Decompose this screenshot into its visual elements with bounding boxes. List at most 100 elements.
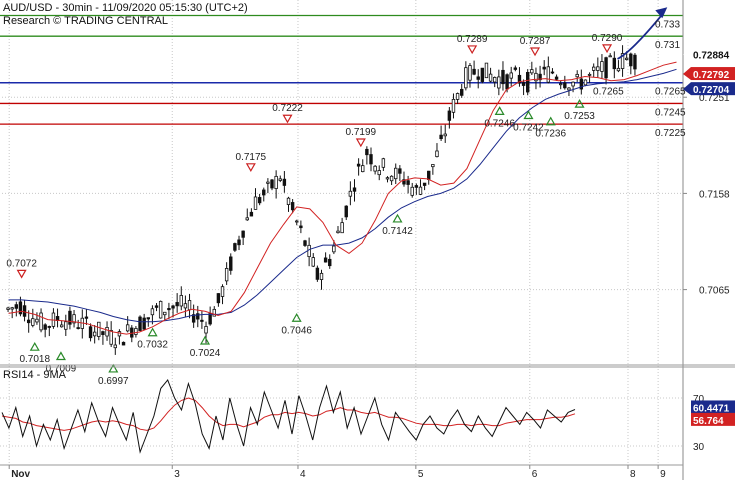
level-label-support: 0.7225 bbox=[655, 128, 686, 139]
candle-body bbox=[612, 57, 617, 70]
candle-body bbox=[620, 53, 625, 69]
candle-body bbox=[266, 181, 270, 184]
candle-body bbox=[14, 304, 19, 309]
candle-body bbox=[282, 178, 287, 186]
candle-body bbox=[505, 74, 509, 90]
candle-body bbox=[154, 305, 159, 308]
candle-body bbox=[270, 179, 274, 189]
annotation-label: 0.7018 bbox=[19, 354, 50, 365]
candle-body bbox=[604, 57, 608, 79]
current-price-badge-pointer-icon bbox=[683, 47, 691, 61]
candle-body bbox=[344, 205, 348, 218]
annotation-label: 0.7142 bbox=[382, 226, 413, 237]
price-tick-label: 0.7251 bbox=[699, 93, 730, 104]
annotation-label: 0.7222 bbox=[272, 103, 303, 114]
candle-body bbox=[526, 72, 530, 93]
candle-body bbox=[389, 175, 394, 182]
candle-body bbox=[134, 328, 138, 335]
time-tick-label: 4 bbox=[300, 469, 306, 480]
price-axis: 0.7065 0.7158 0.7251 0.72884 0.72792 0.72704 bbox=[683, 47, 735, 297]
ma_slow-badge: 0.72704 bbox=[693, 85, 730, 96]
candle-body bbox=[224, 268, 229, 282]
candle-body bbox=[385, 177, 390, 180]
candle-body bbox=[307, 244, 311, 258]
candle-body bbox=[64, 321, 68, 330]
candle-body bbox=[571, 81, 575, 87]
ma-fast-line bbox=[8, 61, 677, 335]
candle-body bbox=[299, 225, 303, 229]
rsi-tick-label: 70 bbox=[693, 394, 705, 405]
level-label-resistance: 0.731 bbox=[655, 40, 680, 51]
candle-body bbox=[171, 305, 175, 309]
support-marker-icon bbox=[199, 335, 211, 345]
candle-body bbox=[39, 312, 43, 331]
annotation-label: 0.7199 bbox=[346, 127, 377, 138]
candle-body bbox=[418, 186, 423, 195]
candle-body bbox=[92, 331, 97, 337]
candle-body bbox=[521, 82, 526, 86]
rsi-tick-label: 30 bbox=[693, 442, 705, 453]
candle-body bbox=[84, 316, 89, 319]
candle-body bbox=[410, 186, 414, 196]
annotation-label: 0.7236 bbox=[535, 129, 566, 140]
support-marker-icon bbox=[523, 110, 534, 120]
candle-body bbox=[315, 267, 320, 280]
chart-source: Research © TRADING CENTRAL bbox=[3, 15, 168, 27]
annotation-label: 0.7242 bbox=[513, 123, 544, 134]
time-tick-label: 9 bbox=[660, 469, 666, 480]
ma_fast-badge: 0.72792 bbox=[693, 70, 730, 81]
candle-body bbox=[105, 327, 109, 337]
horizontal-levels bbox=[0, 14, 683, 125]
level-label-support: 0.7245 bbox=[655, 107, 686, 118]
candle-body bbox=[567, 87, 571, 91]
ma_slow-badge-pointer-icon bbox=[683, 82, 691, 96]
candle-body bbox=[286, 197, 291, 205]
candle-body bbox=[35, 318, 39, 323]
support-marker-icon bbox=[291, 313, 302, 322]
resistance-marker-icon bbox=[467, 45, 478, 55]
annotation-label: 0.7287 bbox=[520, 36, 551, 47]
resistance-marker-icon bbox=[16, 269, 27, 279]
candle-body bbox=[587, 73, 592, 76]
candle-body bbox=[22, 305, 27, 317]
candle-body bbox=[163, 311, 167, 316]
candle-body bbox=[616, 67, 621, 72]
ma_slow-badge-bg bbox=[691, 82, 735, 96]
candle-body bbox=[204, 326, 208, 334]
candle-body bbox=[414, 185, 419, 188]
time-tick-label: 3 bbox=[174, 469, 180, 480]
candle-body bbox=[455, 93, 460, 100]
candle-body bbox=[583, 79, 588, 86]
candle-body bbox=[464, 67, 468, 89]
candle-body bbox=[101, 331, 105, 336]
candle-body bbox=[18, 301, 23, 315]
candle-body bbox=[431, 164, 435, 168]
candle-body bbox=[257, 197, 262, 204]
candle-body bbox=[249, 211, 254, 217]
candle-body bbox=[435, 150, 439, 158]
support-marker-icon bbox=[392, 213, 403, 223]
candle-body bbox=[138, 316, 142, 331]
support-marker-icon bbox=[574, 98, 585, 108]
candle-body bbox=[336, 230, 340, 234]
candle-body bbox=[600, 61, 604, 72]
candle-body bbox=[233, 243, 237, 251]
annotation-label: 0.7032 bbox=[137, 340, 168, 351]
rsi-value-badge-bg bbox=[691, 400, 735, 414]
candle-body bbox=[484, 62, 489, 79]
candle-body bbox=[488, 73, 493, 82]
current-price-badge-bg bbox=[691, 47, 735, 61]
rsi-axis: 70 30 60.4471 56.764 bbox=[691, 394, 735, 453]
candle-body bbox=[208, 313, 212, 325]
candle-body bbox=[447, 110, 452, 121]
candle-body bbox=[229, 256, 233, 271]
candle-body bbox=[47, 326, 52, 328]
annotation-label: 0.7024 bbox=[190, 348, 221, 359]
candle-body bbox=[559, 83, 563, 86]
ma_fast-badge-bg bbox=[691, 67, 735, 81]
candle-body bbox=[10, 307, 14, 310]
candle-body bbox=[402, 179, 406, 185]
candle-body bbox=[369, 154, 373, 165]
